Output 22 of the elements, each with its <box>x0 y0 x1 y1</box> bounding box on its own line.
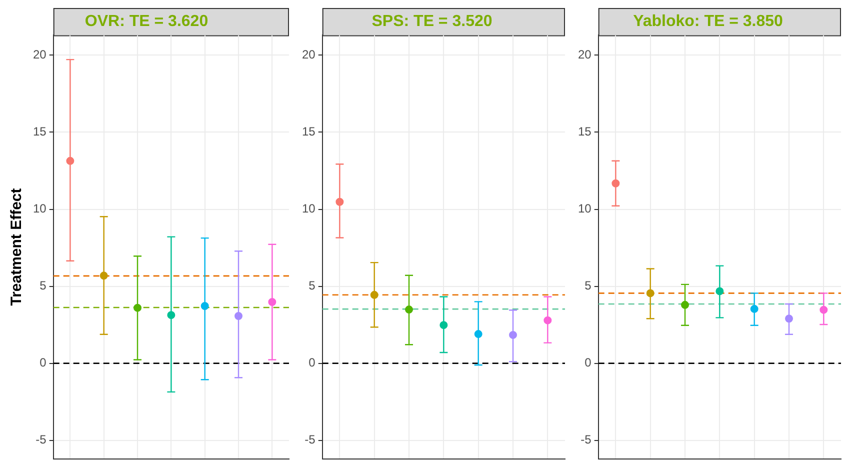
y-tick-label: 15 <box>32 124 47 139</box>
y-tick-label: 5 <box>584 278 592 293</box>
chart-title: SPS: TE = 3.520 <box>372 13 492 30</box>
y-tick-label: 15 <box>578 124 592 139</box>
chart-title: OVR: TE = 3.620 <box>84 13 208 30</box>
y-tick-label: -5 <box>580 432 592 447</box>
y-tick-label: 5 <box>40 278 47 293</box>
y-tick-label: 0 <box>308 356 316 370</box>
y-tick-label: 20 <box>32 48 47 62</box>
y-axis-title: Treatment Effect <box>8 188 26 306</box>
y-tick-label: 0 <box>584 356 592 370</box>
y-tick-label: 10 <box>32 202 47 216</box>
y-tick-label: -5 <box>304 432 316 447</box>
y-tick-label: 0 <box>40 356 47 370</box>
chart-title: Yabloko: TE = 3.850 <box>633 13 784 30</box>
y-tick-label: -5 <box>36 432 47 447</box>
y-tick-label: 15 <box>302 124 316 139</box>
y-tick-label: 10 <box>578 202 592 216</box>
y-tick-label: 5 <box>308 278 316 293</box>
y-tick-label: 10 <box>302 202 316 216</box>
y-tick-label: 20 <box>302 48 316 62</box>
y-tick-label: 20 <box>578 48 592 62</box>
